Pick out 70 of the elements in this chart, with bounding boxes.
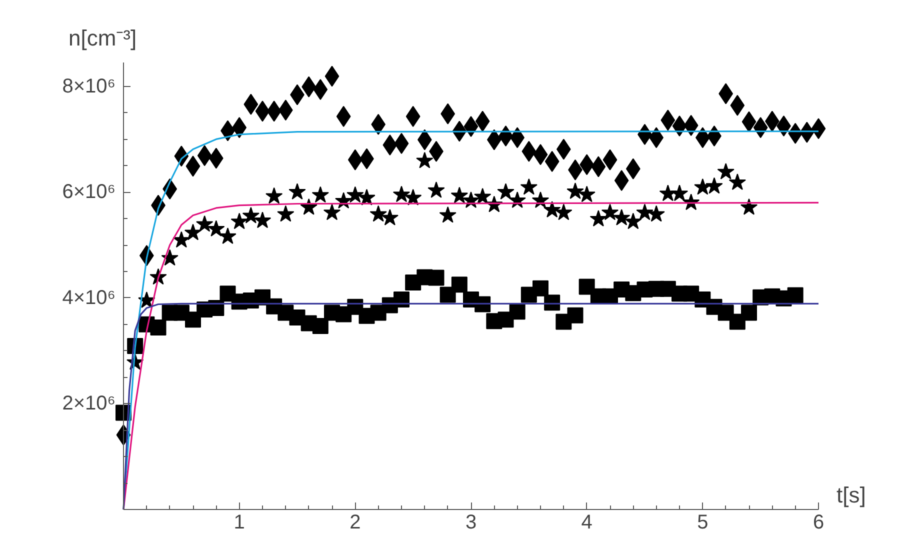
point [288, 183, 306, 200]
point [219, 228, 236, 244]
point [242, 206, 260, 224]
point [254, 212, 272, 228]
point [196, 215, 214, 232]
point [520, 178, 538, 195]
x-tick-label: 6 [812, 512, 824, 534]
point [346, 186, 364, 203]
y-tick-label: 4×10⁶ [62, 286, 116, 309]
point [566, 182, 584, 199]
point [670, 184, 688, 202]
point [230, 212, 248, 230]
point [440, 286, 456, 303]
point [312, 186, 329, 203]
point [394, 291, 410, 308]
y-tick-label: 2×10⁶ [62, 392, 116, 415]
point [601, 204, 619, 220]
x-tick-label: 4 [581, 512, 592, 534]
point [728, 174, 746, 190]
point [266, 187, 283, 204]
point [694, 178, 712, 195]
y-axis-title: n[cm⁻³] [68, 26, 137, 50]
point [532, 280, 548, 296]
point [648, 205, 665, 222]
point [717, 163, 734, 180]
point [323, 204, 341, 220]
x-axis-title: t[s] [836, 482, 866, 508]
point [497, 183, 514, 200]
x-tick-label: 1 [234, 512, 245, 534]
point [509, 304, 526, 320]
point [450, 186, 468, 204]
point [474, 188, 492, 204]
x-tick-label: 2 [350, 512, 361, 534]
point [185, 312, 201, 328]
point [544, 294, 560, 311]
point [416, 152, 434, 168]
point [578, 186, 596, 202]
point [358, 188, 376, 206]
point [567, 307, 584, 324]
point [381, 209, 398, 226]
point [741, 304, 757, 321]
point [590, 210, 607, 226]
point [370, 205, 387, 222]
point [277, 205, 294, 222]
point [787, 287, 804, 304]
point [161, 249, 178, 266]
point [428, 182, 445, 198]
point [439, 206, 456, 223]
point [474, 296, 491, 312]
point [428, 270, 444, 286]
point [300, 198, 318, 215]
point [740, 198, 758, 215]
point [150, 320, 166, 336]
point [613, 209, 630, 226]
point [636, 204, 654, 220]
point [555, 204, 572, 220]
x-tick-label: 5 [697, 512, 708, 534]
point [208, 220, 225, 237]
point [172, 231, 190, 248]
y-tick-label: 6×10⁶ [62, 181, 116, 204]
point [544, 201, 561, 218]
y-tick-label: 8×10⁶ [62, 75, 116, 98]
point [184, 224, 202, 240]
point [624, 212, 642, 230]
point [706, 177, 723, 194]
point [451, 276, 468, 293]
point [659, 184, 676, 202]
point [392, 186, 410, 202]
point [312, 318, 328, 334]
x-tick-label: 3 [465, 512, 477, 534]
